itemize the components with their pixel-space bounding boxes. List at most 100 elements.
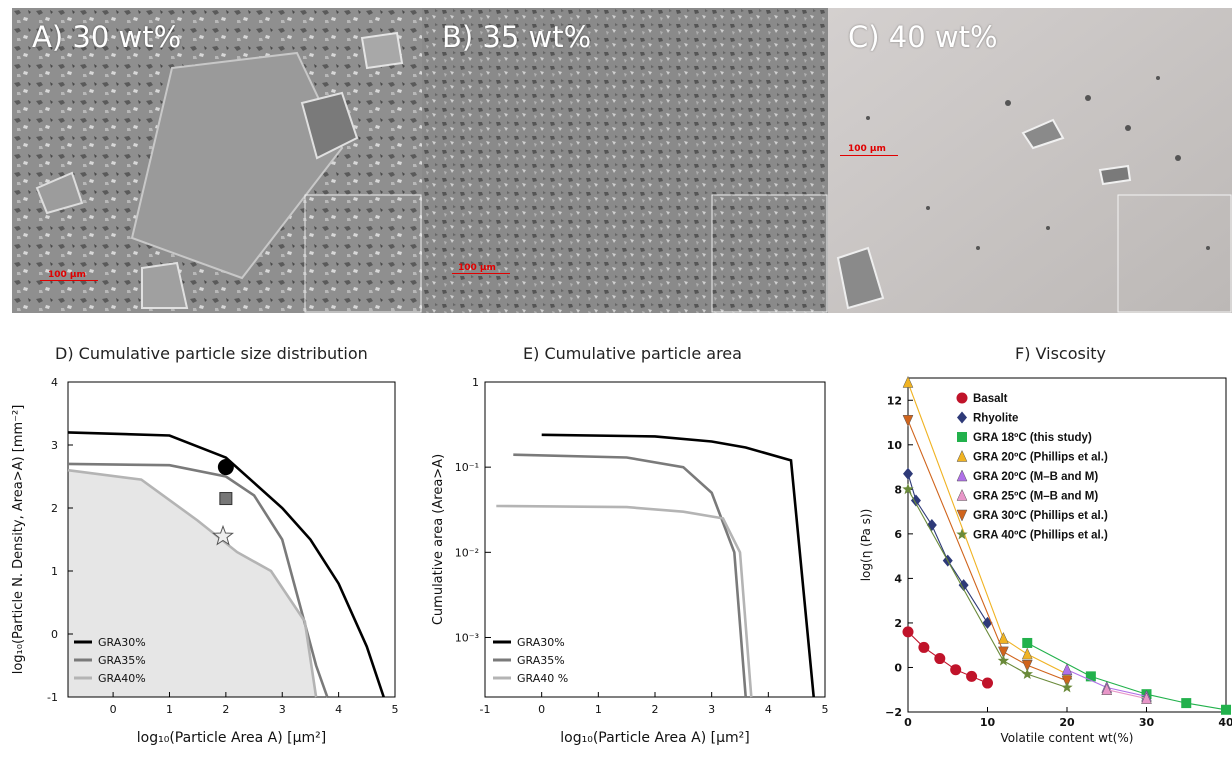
legend-marker [956, 488, 968, 501]
y-tick-label: 10⁻³ [455, 631, 479, 644]
chart-f-title: F) Viscosity [1015, 344, 1107, 363]
legend-marker [956, 509, 968, 522]
x-tick-label: 3 [708, 703, 715, 716]
series-line-3 [496, 504, 753, 698]
series-curve-6 [1106, 689, 1147, 700]
x-tick-label: 0 [538, 703, 545, 716]
series-curve-7 [907, 420, 1068, 682]
chart-d: 0 1 2 3 4 5 -1 0 1 2 3 4 GRA30% GRA35% GRA40% log₁₀(Par… [11, 376, 399, 746]
y-tick-label: 4 [894, 572, 902, 585]
data-point [926, 518, 937, 531]
data-point [902, 483, 914, 495]
x-tick-label: 2 [222, 703, 229, 716]
micrograph-b: B) 35 wt% 100 μm [422, 8, 828, 313]
y-tick-label: 12 [887, 394, 902, 407]
x-axis-label: log₁₀(Particle Area A) [μm²] [560, 730, 749, 746]
legend-label: GRA35% [98, 654, 146, 667]
plot-frame [67, 381, 396, 698]
scale-bar-c [840, 155, 898, 156]
chart-e: -1 0 1 2 3 4 5 1 10⁻¹ 10⁻² 10⁻³ GRA30% GRA35% GRA40 %… [431, 376, 829, 746]
legend-label: GRA35% [517, 654, 565, 667]
micrograph-c-image [828, 8, 1232, 313]
legend-marker [956, 528, 968, 540]
data-point [1085, 671, 1096, 682]
data-point [902, 626, 914, 638]
y-axis-label: Cumulative area (Area>A) [431, 454, 446, 625]
scale-bar-a [40, 280, 98, 281]
x-axis-label: Volatile content wt(%) [1001, 731, 1134, 745]
y-tick-label: 6 [894, 528, 902, 541]
data-point [966, 670, 978, 682]
y-tick-label: 1 [472, 376, 479, 389]
data-point [1061, 675, 1073, 688]
x-tick-label: 2 [652, 703, 659, 716]
y-tick-label: 0 [894, 661, 902, 674]
y-axis-label: log₁₀(Particle N. Density, Area>A) [mm⁻²… [11, 405, 26, 675]
y-tick-label: 8 [894, 483, 902, 496]
y-tick-label: −2 [885, 706, 902, 719]
y-tick-label: 0 [51, 628, 58, 641]
micrograph-b-image [422, 8, 828, 313]
legend-label: GRA 18ºC (this study) [973, 432, 1092, 444]
gra40-area [68, 470, 317, 697]
scale-label-a: 100 μm [48, 270, 86, 280]
series-curve-8 [907, 489, 1068, 689]
data-point [1061, 663, 1073, 675]
data-point [1061, 681, 1073, 693]
legend-marker [957, 411, 967, 424]
series-line-1 [67, 431, 385, 698]
x-tick-label: 4 [335, 703, 342, 716]
y-tick-label: 10⁻² [455, 546, 479, 559]
series-line-1 [541, 433, 815, 698]
series-line-2 [67, 462, 329, 698]
data-point [1141, 692, 1152, 704]
series-curve-4 [907, 382, 1068, 675]
data-point [1021, 647, 1033, 660]
panel-a-label: A) 30 wt% [32, 20, 182, 54]
x-tick-label: -1 [480, 703, 491, 716]
x-tick-label: 0 [110, 703, 117, 716]
micrograph-c: C) 40 wt% 100 μm [828, 8, 1232, 313]
x-tick-label: 10 [980, 716, 996, 729]
x-tick-label: 5 [822, 703, 829, 716]
series-line-2 [513, 453, 747, 698]
x-tick-label: 4 [765, 703, 772, 716]
marker-circle [217, 459, 234, 476]
data-point [998, 631, 1009, 644]
scale-bar-b [452, 273, 510, 274]
legend-label: Basalt [973, 393, 1008, 405]
panel-c-label: C) 40 wt% [848, 20, 998, 54]
y-tick-label: 10⁻¹ [455, 461, 479, 474]
legend-marker [956, 392, 968, 404]
plot-frame [484, 381, 826, 698]
data-point [997, 654, 1010, 666]
legend-label: GRA 20ºC (Phillips et al.) [973, 452, 1108, 464]
y-tick-label: 3 [51, 439, 58, 452]
scale-label-b: 100 μm [458, 263, 496, 273]
data-point [998, 646, 1009, 659]
data-point [903, 467, 913, 480]
data-point [958, 579, 969, 592]
legend-label: GRA 25ºC (M–B and M) [973, 491, 1098, 503]
y-tick-label: 2 [51, 502, 58, 515]
legend-label: GRA30% [517, 636, 565, 649]
data-point [1181, 698, 1192, 709]
chart-d-title: D) Cumulative particle size distribution [55, 344, 368, 363]
legend-label: GRA30% [98, 636, 146, 649]
x-tick-label: 30 [1139, 716, 1155, 729]
x-tick-label: 3 [279, 703, 286, 716]
x-tick-label: 40 [1218, 716, 1232, 729]
legend-label: GRA 40ºC (Phillips et al.) [973, 530, 1108, 542]
legend-label: GRA 30ºC (Phillips et al.) [973, 510, 1108, 522]
x-tick-label: 5 [392, 703, 399, 716]
data-point [902, 375, 914, 388]
legend-label: GRA 20ºC (M–B and M) [973, 471, 1098, 483]
y-tick-label: 2 [894, 617, 902, 630]
data-point [910, 494, 921, 507]
y-tick-label: -1 [47, 691, 58, 704]
data-point [1022, 637, 1033, 648]
data-point [918, 641, 930, 653]
y-axis-label: log(η (Pa s)) [859, 509, 873, 582]
data-point [982, 677, 993, 689]
